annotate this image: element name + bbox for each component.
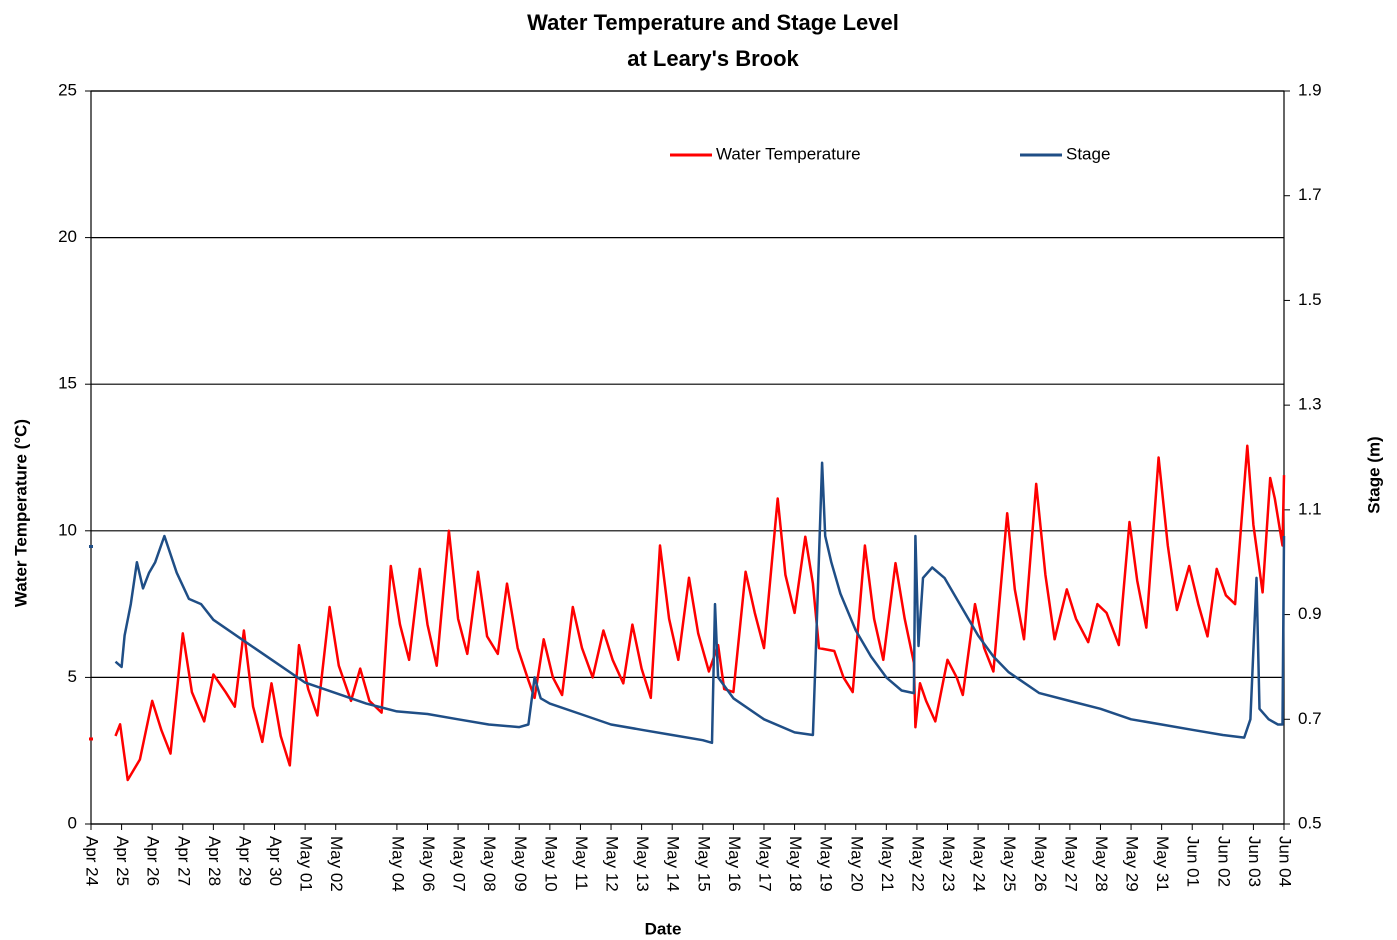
x-tick-label: May 31 (1153, 836, 1172, 892)
x-tick-label: May 27 (1061, 836, 1080, 892)
y2-tick-label: 0.7 (1298, 709, 1322, 728)
x-tick-label: May 04 (388, 836, 407, 892)
x-tick-label: May 22 (908, 836, 927, 892)
x-tick-label: Apr 26 (144, 836, 163, 886)
x-tick-label: May 15 (694, 836, 713, 892)
y-tick-label: 10 (58, 520, 77, 539)
x-tick-label: May 19 (817, 836, 836, 892)
x-tick-label: May 25 (1000, 836, 1019, 892)
x-tick-label: May 28 (1092, 836, 1111, 892)
y2-tick-label: 1.7 (1298, 185, 1322, 204)
x-tick-label: Apr 28 (205, 836, 224, 886)
y-tick-label: 5 (68, 667, 77, 686)
x-tick-label: Jun 02 (1214, 836, 1233, 887)
x-tick-label: May 08 (480, 836, 499, 892)
x-tick-label: Apr 30 (266, 836, 285, 886)
x-tick-label: May 13 (633, 836, 652, 892)
x-tick-label: Jun 01 (1184, 836, 1203, 887)
y2-tick-label: 0.5 (1298, 813, 1322, 832)
x-tick-label: May 06 (419, 836, 438, 892)
x-tick-label: May 11 (572, 836, 591, 891)
y2-tick-label: 1.3 (1298, 395, 1322, 414)
x-tick-label: May 21 (878, 836, 897, 892)
x-tick-label: May 07 (450, 836, 469, 892)
x-tick-label: May 14 (664, 836, 683, 892)
y2-axis-title: Stage (m) (1364, 436, 1383, 513)
x-tick-label: May 23 (939, 836, 958, 892)
x-tick-label: May 16 (725, 836, 744, 892)
plot-frame (90, 90, 1285, 825)
x-tick-label: May 20 (847, 836, 866, 892)
y2-tick-label: 1.5 (1298, 290, 1322, 309)
x-tick-label: Jun 04 (1276, 836, 1295, 887)
y-axis-title: Water Temperature (°C) (11, 419, 30, 607)
y-tick-label: 25 (58, 80, 77, 99)
x-tick-label: May 02 (327, 836, 346, 892)
chart-title: at Leary's Brook (627, 46, 799, 71)
x-axis-title: Date (645, 919, 682, 938)
x-tick-label: May 10 (541, 836, 560, 892)
x-tick-label: May 17 (755, 836, 774, 892)
x-tick-label: May 12 (603, 836, 622, 892)
x-tick-label: May 18 (786, 836, 805, 892)
chart-title: Water Temperature and Stage Level (527, 10, 899, 35)
x-tick-label: Apr 24 (83, 836, 102, 886)
legend-label: Stage (1066, 144, 1110, 163)
series-line (114, 444, 1286, 782)
y2-tick-label: 1.1 (1298, 499, 1322, 518)
x-tick-label: May 26 (1031, 836, 1050, 892)
y-tick-label: 20 (58, 227, 77, 246)
x-tick-label: May 24 (970, 836, 989, 892)
x-tick-label: Apr 27 (174, 836, 193, 886)
x-tick-label: May 29 (1123, 836, 1142, 892)
x-tick-label: May 01 (297, 836, 316, 892)
series-line (114, 461, 1286, 745)
legend-label: Water Temperature (716, 144, 861, 163)
x-tick-label: Apr 29 (235, 836, 254, 886)
x-tick-label: May 09 (511, 836, 530, 892)
y-tick-label: 15 (58, 374, 77, 393)
x-tick-label: Jun 03 (1245, 836, 1264, 887)
x-tick-label: Apr 25 (113, 836, 132, 886)
y2-tick-label: 0.9 (1298, 604, 1322, 623)
y-tick-label: 0 (68, 813, 77, 832)
y2-tick-label: 1.9 (1298, 80, 1322, 99)
